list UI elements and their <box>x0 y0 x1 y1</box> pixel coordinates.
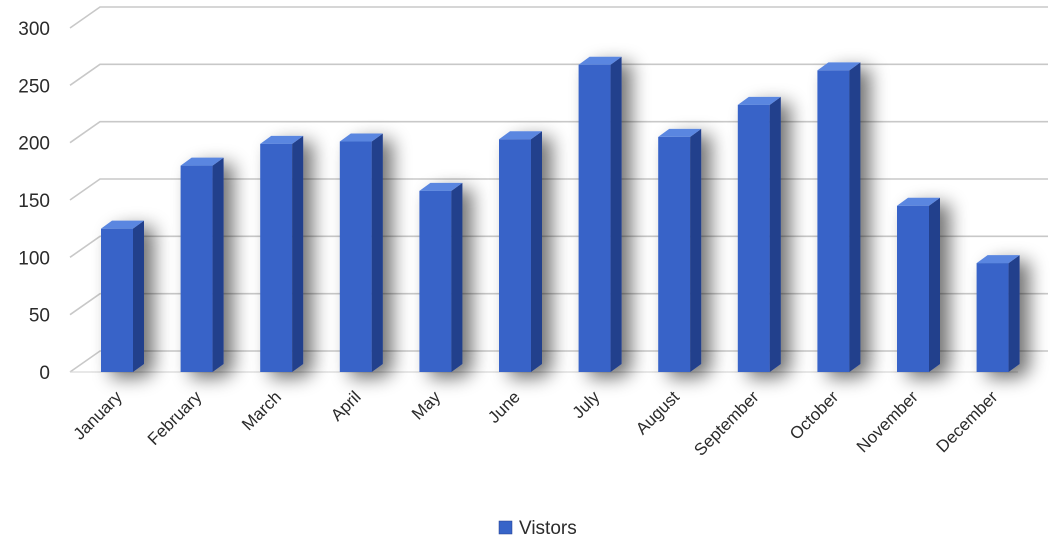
bar <box>101 220 144 372</box>
bar-front-face <box>101 228 133 372</box>
x-tick-label: July <box>569 387 604 422</box>
bar-front-face <box>817 70 850 372</box>
grid-layer <box>69 6 1048 373</box>
y-tick-label: 150 <box>18 191 50 212</box>
bar-top-face <box>180 157 224 166</box>
legend-swatch <box>498 520 513 535</box>
bar-top-face <box>976 255 1020 264</box>
bar <box>180 157 224 372</box>
y-tick-label: 100 <box>18 248 50 269</box>
bar-top-face <box>817 62 861 71</box>
x-tick-label: April <box>327 387 364 424</box>
bar-side-face <box>769 96 781 373</box>
y-tick-label: 300 <box>18 19 50 40</box>
bar-front-face <box>658 136 691 372</box>
x-tick-label: January <box>70 387 127 444</box>
y-axis-ticks: 0 50 100 150 200 250 300 <box>18 19 50 384</box>
x-tick-label: December <box>933 387 1002 456</box>
bar-top-face <box>499 131 542 140</box>
gridline <box>69 178 1048 201</box>
gridline <box>69 120 1048 144</box>
bar-side-face <box>929 197 940 372</box>
bar-front-face <box>578 64 611 373</box>
bar-side-face <box>451 182 463 372</box>
bar-front-face <box>897 205 929 372</box>
legend-label: Vistors <box>519 518 577 539</box>
bar <box>976 255 1020 372</box>
bar-front-face <box>339 141 372 372</box>
x-tick-label: August <box>632 387 683 438</box>
bar-front-face <box>180 165 213 372</box>
bar-side-face <box>1008 255 1020 372</box>
y-tick-label: 200 <box>18 134 50 155</box>
bar-front-face <box>260 143 293 372</box>
bar-side-face <box>849 62 861 372</box>
x-tick-label: May <box>408 387 444 423</box>
bar-side-face <box>212 157 224 372</box>
x-tick-label: February <box>144 387 206 449</box>
bar-top-face <box>101 220 144 229</box>
bar-side-face <box>690 128 702 372</box>
bar <box>578 56 622 373</box>
x-tick-label: June <box>484 387 524 427</box>
bar-top-face <box>578 56 622 65</box>
x-tick-label: March <box>238 387 285 434</box>
x-tick-label: November <box>853 387 922 456</box>
bar-top-face <box>658 128 702 137</box>
bar-front-face <box>499 139 531 372</box>
bars-layer <box>101 56 1020 373</box>
bar <box>737 96 781 373</box>
bar-side-face <box>133 220 144 372</box>
bar-top-face <box>737 96 781 105</box>
bar-top-face <box>260 135 304 144</box>
y-tick-label: 50 <box>29 306 50 327</box>
x-tick-label: September <box>690 387 762 459</box>
gridline <box>69 63 1048 86</box>
bar-front-face <box>419 190 452 372</box>
gridline <box>69 6 1048 29</box>
bar <box>260 135 304 372</box>
bar-top-face <box>897 197 940 206</box>
y-tick-label: 0 <box>39 363 50 384</box>
bar-side-face <box>292 135 304 372</box>
bar <box>339 133 383 372</box>
bar <box>419 182 463 372</box>
bar <box>817 62 861 372</box>
bar <box>897 197 940 372</box>
bar-front-face <box>976 263 1009 372</box>
legend: Vistors <box>498 518 577 539</box>
gridline <box>69 235 1048 258</box>
x-tick-label: October <box>786 387 842 443</box>
bar-side-face <box>610 56 622 373</box>
gridline <box>69 292 1048 316</box>
gridline <box>69 350 1048 373</box>
bar <box>499 131 542 372</box>
bar-top-face <box>419 182 463 191</box>
bar-side-face <box>371 133 383 372</box>
x-axis-labels: January February March April May June July Augu… <box>70 387 1002 460</box>
bar-top-face <box>339 133 383 142</box>
bar-side-face <box>531 131 542 372</box>
y-tick-label: 250 <box>18 76 50 97</box>
bar-front-face <box>737 104 770 373</box>
bar <box>658 128 702 372</box>
